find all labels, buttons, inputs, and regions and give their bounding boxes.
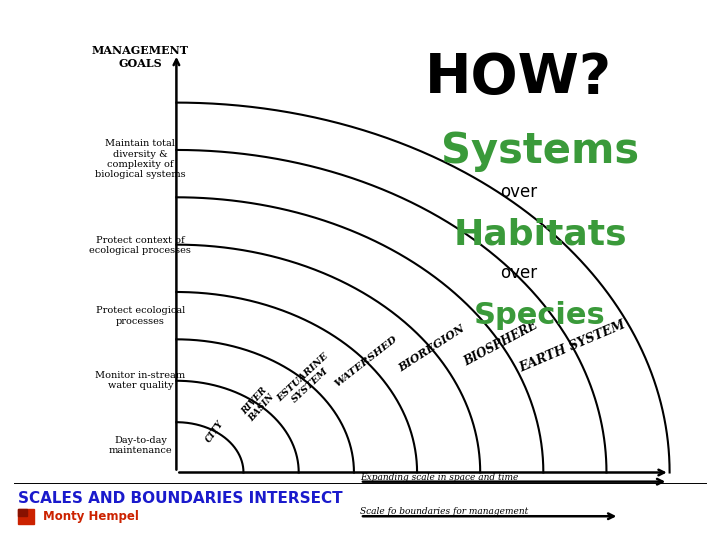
- Text: over: over: [500, 183, 537, 201]
- Text: Protect ecological
processes: Protect ecological processes: [96, 306, 185, 326]
- Bar: [18, 509, 27, 516]
- Text: EARTH SYSTEM: EARTH SYSTEM: [517, 318, 627, 375]
- Text: Scale fo boundaries for management: Scale fo boundaries for management: [360, 507, 528, 516]
- Text: CITY: CITY: [204, 418, 225, 444]
- Text: over: over: [500, 264, 537, 282]
- Text: Habitats: Habitats: [453, 218, 627, 252]
- Text: Day-to-day
maintenance: Day-to-day maintenance: [109, 436, 172, 455]
- Text: Systems: Systems: [441, 130, 639, 172]
- Text: BIOREGION: BIOREGION: [396, 323, 467, 374]
- Text: ESTUARINE
SYSTEM: ESTUARINE SYSTEM: [275, 352, 337, 411]
- Text: Expanding scale in space and time: Expanding scale in space and time: [360, 472, 518, 482]
- Text: Monty Hempel: Monty Hempel: [43, 510, 139, 523]
- Text: RIVER
BASIN: RIVER BASIN: [240, 386, 276, 423]
- Text: Species: Species: [474, 301, 606, 330]
- Text: BIOSPHERE: BIOSPHERE: [462, 319, 539, 368]
- Text: Maintain total
diversity &
complexity of
biological systems: Maintain total diversity & complexity of…: [95, 139, 186, 179]
- Text: Protect context of
ecological processes: Protect context of ecological processes: [89, 236, 192, 255]
- Text: HOW?: HOW?: [425, 51, 612, 105]
- Bar: [18, 509, 34, 524]
- Text: MANAGEMENT
GOALS: MANAGEMENT GOALS: [92, 45, 189, 69]
- Text: SCALES AND BOUNDARIES INTERSECT: SCALES AND BOUNDARIES INTERSECT: [18, 491, 343, 507]
- Text: Monitor in-stream
water quality: Monitor in-stream water quality: [95, 371, 186, 390]
- Text: WATERSHED: WATERSHED: [333, 334, 399, 389]
